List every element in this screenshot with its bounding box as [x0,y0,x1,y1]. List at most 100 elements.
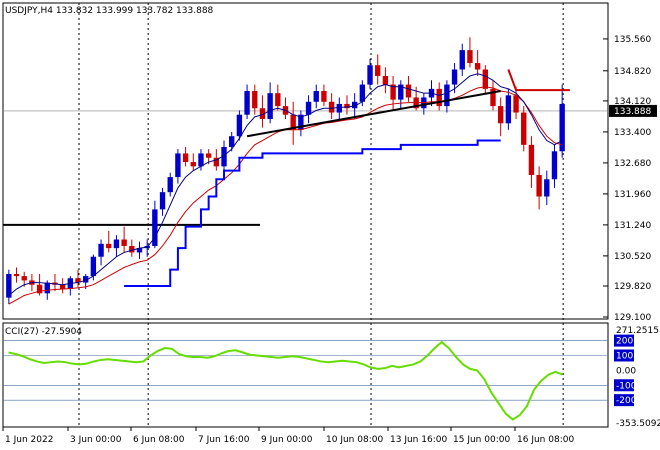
price-tick-label: 133.400 [614,128,651,138]
candle-body [359,84,366,102]
candle-body [321,91,327,102]
candle-body [182,153,189,163]
candle-body [451,69,458,85]
candle-body [444,84,450,107]
candles [6,37,565,305]
candle-body [59,284,66,290]
price-tick-label: 131.960 [614,190,651,200]
candle-body [113,239,120,249]
candle-body [75,278,81,283]
cci-line [8,340,563,421]
time-tick-label: 13 Jun 16:00 [390,435,447,445]
cci-title: CCI(27) -27.5904 [5,327,82,337]
candle-body [167,177,173,193]
trailing-stop-line [124,139,501,288]
candle-body [390,84,396,100]
candle-body [129,245,135,253]
candle-body [98,243,104,257]
candle-body [36,284,43,294]
candle-body [351,101,358,109]
cci-tick-label: 0.00 [616,366,636,376]
price-tick-label: 131.240 [614,221,651,231]
price-tick-label: 135.560 [614,35,651,45]
price-panel [2,2,609,320]
time-tick-label: 16 Jun 08:00 [517,435,574,445]
candle-body [513,95,519,113]
candle-body [198,153,204,167]
cci-panel [2,322,609,428]
candle-body [229,136,235,147]
cci-level-box [614,349,634,362]
candle-body [344,103,350,109]
candle-body [559,103,565,152]
time-tick-label: 15 Jun 00:00 [453,435,510,445]
price-tick-label: 134.120 [614,97,651,107]
cci-series [8,340,563,421]
candle-body [544,179,550,197]
time-tick-label: 3 Jun 00:00 [70,435,122,445]
cci-tick-label: -100 [616,381,637,391]
chart-title: USDJPY,H4 133.832 133.999 133.782 133.88… [5,6,214,16]
overlays [8,69,570,305]
resistance-stop-line [507,69,570,92]
cci-tick-label: 100 [616,351,633,361]
price-tick-label: 130.520 [614,252,651,262]
candle-body [152,209,158,246]
time-tick-label: 6 Jun 08:00 [133,435,185,445]
time-tick-label: 10 Jun 08:00 [326,435,383,445]
candle-body [244,91,250,115]
candle-body [336,103,342,113]
candle-body [121,239,127,246]
candle-body [290,114,296,130]
candle-body [13,273,20,277]
time-tick-label: 9 Jun 00:00 [261,435,313,445]
candle-body [221,146,227,167]
candle-body [252,91,258,109]
candle-body [405,84,412,98]
time-tick-label: 1 Jun 2022 [5,435,53,445]
candle-body [236,114,243,137]
candle-body [90,256,97,277]
candle-body [275,93,281,107]
candle-body [159,192,166,210]
price-tick-label: 129.820 [614,282,651,292]
time-tick-label: 7 Jun 16:00 [198,435,250,445]
candle-body [536,174,542,197]
candle-body [175,153,181,178]
time-axis: 1 Jun 2022 3 Jun 00:00 6 Jun 08:00 7 Jun 16… [2,427,574,445]
candle-body [467,50,473,64]
candle-body [6,273,12,298]
candle-body [398,84,404,100]
candle-body [213,157,220,167]
candle-body [298,114,304,130]
cci-tick-label: -200 [616,396,637,406]
candle-body [551,151,558,180]
current-price-box [609,104,657,117]
cci-tick-label: 200 [616,337,633,347]
candle-body [375,65,381,76]
candle-body [474,63,481,70]
cci-level-box [614,379,634,392]
candle-body [313,91,319,102]
candle-body [459,50,465,70]
candle-body [436,88,442,107]
candle-body [528,144,535,175]
candle-body [83,276,89,283]
price-tick-label: 129.100 [614,313,651,323]
price-axis: 135.560 134.820 134.120 133.400 132.680 131.9… [603,35,657,323]
trend-line [246,90,501,138]
candle-body [106,243,112,249]
candle-body [482,69,488,89]
cci-level-box [614,394,634,407]
candle-body [136,248,143,253]
candle-body [521,112,527,145]
candle-body [305,101,312,115]
candle-body [21,276,27,281]
cci-tick-label: 271.2515 [616,326,659,336]
current-price-label: 133.888 [614,107,651,117]
candle-body [205,153,212,158]
candle-body [497,106,504,124]
price-tick-label: 132.680 [614,159,651,169]
cci-level-box [614,334,634,347]
